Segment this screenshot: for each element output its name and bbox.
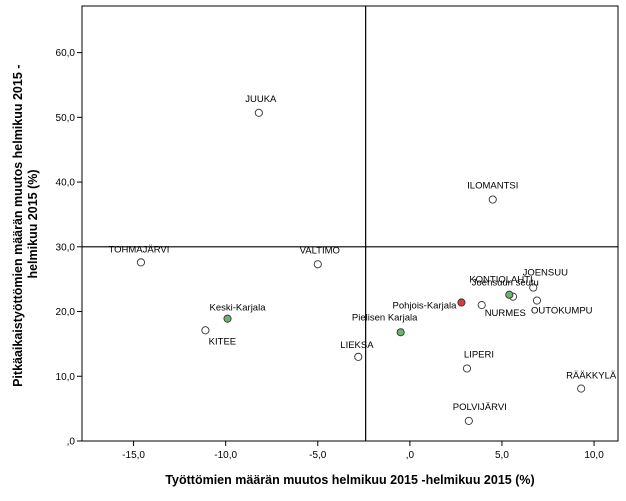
point-label-liperi: LIPERI bbox=[464, 350, 494, 361]
x-axis-title: Työttömien määrän muutos helmikuu 2015 -… bbox=[165, 473, 534, 487]
point-joensuun-seutu bbox=[505, 290, 514, 299]
y-axis: ,0 10,0 20,0 30,0 40,0 50,0 60,0 bbox=[56, 48, 82, 448]
point-keski-karjala bbox=[223, 314, 232, 323]
point-rääkkylä bbox=[577, 384, 586, 393]
point-label-tohmajärvi: TOHMAJÄRVI bbox=[108, 244, 169, 255]
point-label-outokumpu: OUTOKUMPU bbox=[531, 306, 593, 317]
point-juuka bbox=[254, 108, 263, 117]
data-points: JUUKA ILOMANTSI TOHMAJÄRVI VALTIMO KONTIOLAH… bbox=[108, 94, 617, 425]
point-nurmes bbox=[477, 301, 486, 310]
point-label-polvijärvi: POLVIJÄRVI bbox=[453, 402, 507, 413]
point-label-juuka: JUUKA bbox=[245, 94, 277, 105]
point-label-valtimo: VALTIMO bbox=[300, 245, 340, 256]
point-label-rääkkylä: RÄÄKKYLÄ bbox=[566, 371, 617, 382]
point-pielisen-karjala bbox=[396, 328, 405, 337]
point-tohmajärvi bbox=[136, 258, 145, 267]
point-label-pohjois-karjala: Pohjois-Karjala bbox=[393, 300, 458, 311]
point-label-joensuun-seutu: Joensuun seutu bbox=[472, 278, 539, 289]
point-kitee bbox=[201, 326, 210, 335]
x-tick-label: 5,0 bbox=[495, 450, 509, 461]
point-label-lieksa: LIEKSA bbox=[340, 340, 374, 351]
reference-lines bbox=[82, 6, 618, 441]
x-axis: -15,0 -10,0 -5,0 ,0 5,0 10,0 bbox=[122, 441, 604, 461]
point-lieksa bbox=[354, 352, 363, 361]
point-liperi bbox=[462, 364, 472, 373]
y-tick-label: 60,0 bbox=[56, 48, 76, 59]
y-axis-title-line-2: helmikuu 2015 (%) bbox=[26, 169, 40, 278]
point-label-ilomantsi: ILOMANTSI bbox=[467, 181, 518, 192]
x-tick-label: -15,0 bbox=[122, 450, 145, 461]
y-tick-label: ,0 bbox=[67, 437, 76, 448]
y-tick-label: 50,0 bbox=[56, 113, 76, 124]
y-axis-title-line-1: Pitkäaikaistyöttömien määrän muutos helm… bbox=[11, 65, 25, 387]
y-tick-label: 10,0 bbox=[56, 372, 76, 383]
point-joensuu bbox=[529, 283, 538, 292]
y-tick-label: 30,0 bbox=[56, 242, 76, 253]
x-tick-label: 10,0 bbox=[584, 450, 604, 461]
x-tick-label: ,0 bbox=[406, 450, 415, 461]
point-pohjois-karjala bbox=[457, 298, 466, 307]
y-tick-label: 40,0 bbox=[56, 178, 76, 189]
point-label-kontiolahti: KONTIOLAHTI bbox=[469, 275, 532, 286]
point-polvijärvi bbox=[464, 416, 473, 425]
point-label-keski-karjala: Keski-Karjala bbox=[210, 303, 267, 314]
x-tick-label: -10,0 bbox=[214, 450, 237, 461]
point-label-pielisen-karjala: Pielisen Karjala bbox=[352, 312, 418, 323]
point-label-nurmes: NURMES bbox=[485, 308, 526, 319]
point-outokumpu bbox=[532, 296, 542, 305]
plot-frame bbox=[81, 5, 619, 442]
y-tick-label: 20,0 bbox=[56, 307, 76, 318]
point-valtimo bbox=[313, 260, 322, 269]
point-label-kitee: KITEE bbox=[209, 336, 236, 347]
point-label-joensuu: JOENSUU bbox=[523, 268, 569, 279]
x-tick-label: -5,0 bbox=[309, 450, 327, 461]
point-ilomantsi bbox=[488, 195, 497, 204]
y-axis-title: Pitkäaikaistyöttömien määrän muutos helm… bbox=[11, 61, 40, 387]
